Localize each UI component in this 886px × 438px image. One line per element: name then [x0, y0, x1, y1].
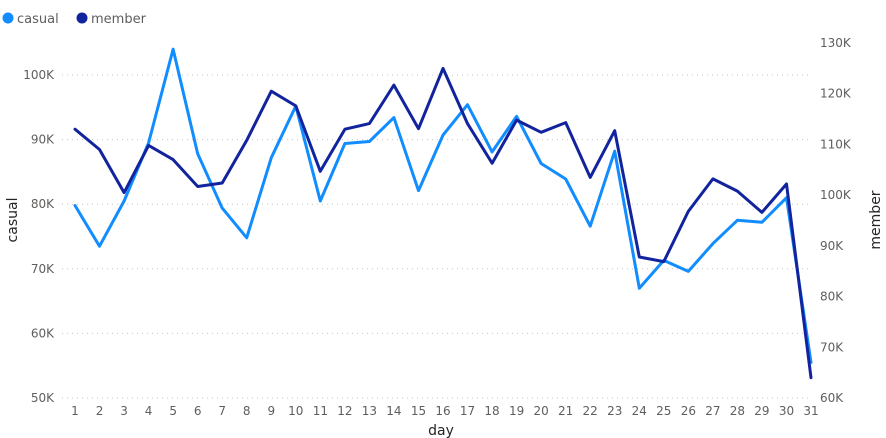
legend-marker-member — [76, 12, 88, 24]
x-tick-label: 23 — [607, 404, 622, 418]
series-line-member — [73, 66, 813, 380]
x-tick-label: 6 — [194, 404, 202, 418]
x-tick-label: 25 — [656, 404, 671, 418]
right-tick-label: 130K — [820, 36, 852, 50]
right-axis: 60K 70K 80K 90K 100K 110K 120K 130K — [820, 36, 852, 405]
x-tick-label: 12 — [337, 404, 352, 418]
x-tick-label: 17 — [460, 404, 475, 418]
gridlines — [62, 74, 812, 399]
left-tick-label: 50K — [31, 391, 55, 405]
left-axis-title: casual — [5, 198, 21, 243]
x-tick-label: 31 — [803, 404, 818, 418]
legend-label-casual: casual — [17, 12, 59, 27]
series-line-casual — [73, 47, 813, 364]
left-tick-label: 90K — [31, 133, 55, 147]
x-tick-label: 1 — [71, 404, 79, 418]
right-tick-label: 80K — [820, 290, 844, 304]
x-tick-label: 7 — [218, 404, 226, 418]
x-tick-label: 16 — [435, 404, 450, 418]
x-tick-label: 4 — [145, 404, 153, 418]
left-tick-label: 100K — [23, 68, 55, 82]
x-tick-label: 30 — [779, 404, 794, 418]
right-axis-title: member — [868, 190, 884, 249]
x-axis: 1 2 3 4 5 6 7 8 9 10 11 12 13 14 15 16 17 18 19 20 21 22 23 24 2… — [71, 404, 818, 418]
right-tick-label: 120K — [820, 87, 852, 101]
legend-label-member: member — [91, 12, 147, 27]
x-tick-label: 8 — [243, 404, 251, 418]
x-tick-label: 24 — [632, 404, 647, 418]
right-tick-label: 60K — [820, 391, 844, 405]
x-tick-label: 3 — [120, 404, 128, 418]
right-tick-label: 100K — [820, 188, 852, 202]
x-tick-label: 15 — [411, 404, 426, 418]
left-axis: 50K 60K 70K 80K 90K 100K — [23, 68, 55, 405]
x-tick-label: 26 — [681, 404, 696, 418]
x-tick-label: 22 — [583, 404, 598, 418]
x-axis-title: day — [428, 423, 454, 438]
x-tick-label: 20 — [533, 404, 548, 418]
x-tick-label: 13 — [362, 404, 377, 418]
x-tick-label: 10 — [288, 404, 303, 418]
series-lines — [73, 47, 813, 380]
x-tick-label: 11 — [313, 404, 328, 418]
left-tick-label: 60K — [31, 326, 55, 340]
right-tick-label: 70K — [820, 340, 844, 354]
x-tick-label: 9 — [267, 404, 275, 418]
legend-marker-casual — [2, 12, 14, 24]
legend: casual member — [2, 12, 147, 27]
x-tick-label: 2 — [96, 404, 104, 418]
x-tick-label: 5 — [169, 404, 177, 418]
left-tick-label: 70K — [31, 262, 55, 276]
x-tick-label: 28 — [730, 404, 745, 418]
x-tick-label: 14 — [386, 404, 401, 418]
x-tick-label: 27 — [705, 404, 720, 418]
right-tick-label: 110K — [820, 137, 852, 151]
x-tick-label: 19 — [509, 404, 524, 418]
x-tick-label: 18 — [484, 404, 499, 418]
x-tick-label: 29 — [754, 404, 769, 418]
x-tick-label: 21 — [558, 404, 573, 418]
right-tick-label: 90K — [820, 239, 844, 253]
left-tick-label: 80K — [31, 197, 55, 211]
